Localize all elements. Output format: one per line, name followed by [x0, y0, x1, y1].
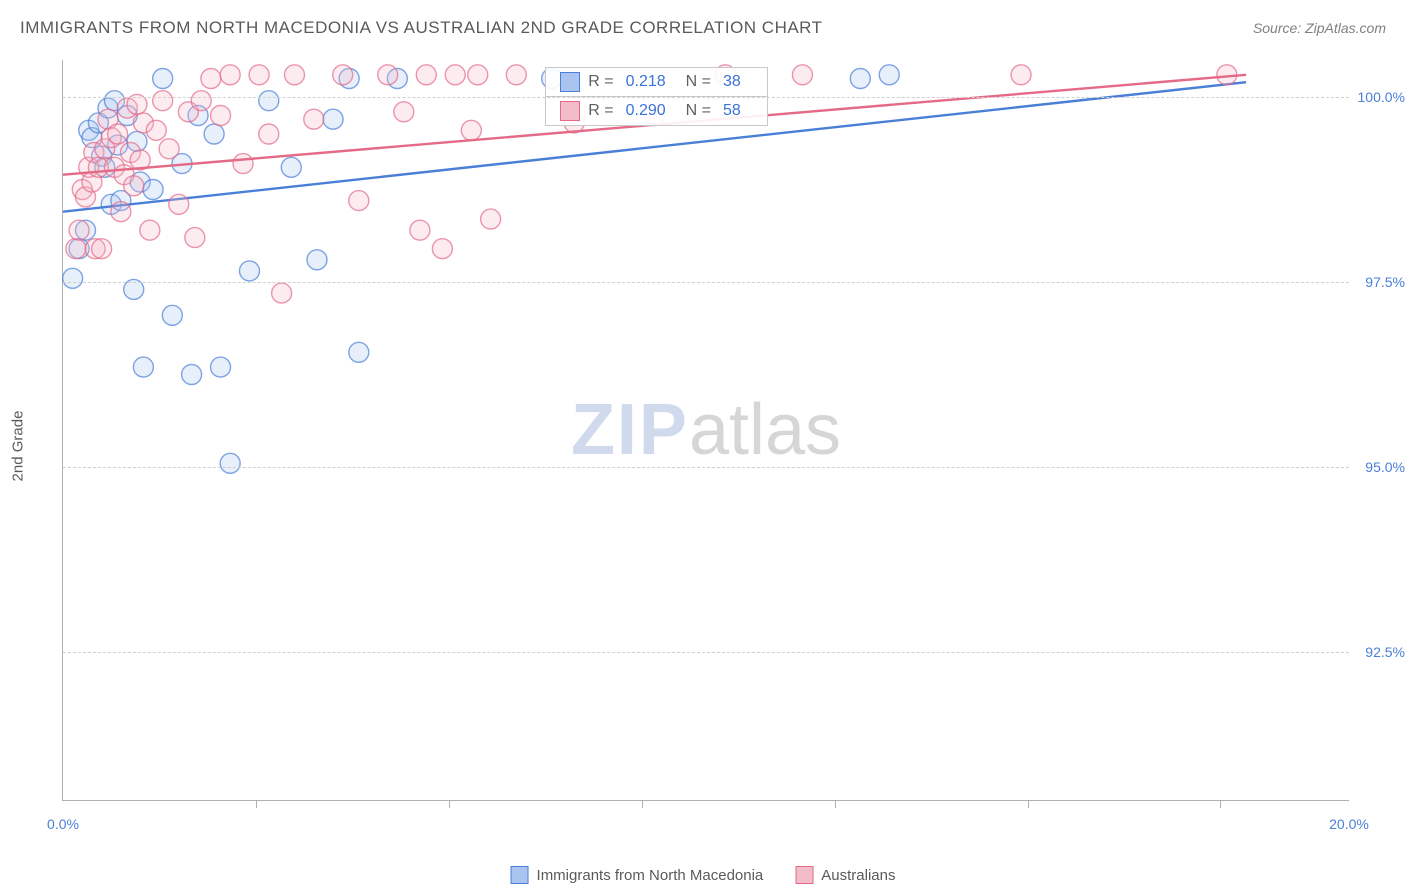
legend-bottom: Immigrants from North Macedonia Australia…	[511, 866, 896, 884]
x-tick-label: 20.0%	[1329, 816, 1369, 832]
data-point	[304, 109, 324, 129]
data-point	[461, 120, 481, 140]
data-point	[307, 250, 327, 270]
data-point	[140, 220, 160, 240]
data-point	[211, 357, 231, 377]
data-point	[1011, 65, 1031, 85]
data-point	[108, 124, 128, 144]
data-point	[220, 65, 240, 85]
plot-area: ZIPatlas R =0.218N =38R =0.290N =58 92.5…	[62, 60, 1349, 801]
data-point	[146, 120, 166, 140]
grid-line	[63, 652, 1349, 653]
data-point	[111, 202, 131, 222]
r-value: 0.218	[626, 73, 666, 91]
legend-swatch-icon	[795, 866, 813, 884]
legend-swatch-icon	[511, 866, 529, 884]
data-point	[349, 191, 369, 211]
chart-svg	[63, 60, 1349, 800]
legend-item: Immigrants from North Macedonia	[511, 866, 764, 884]
r-label: R =	[588, 73, 613, 91]
y-tick-label: 97.5%	[1355, 274, 1405, 290]
n-value: 38	[723, 73, 741, 91]
r-value: 0.290	[626, 102, 666, 120]
data-point	[272, 283, 292, 303]
data-point	[63, 268, 83, 288]
x-tick	[835, 800, 836, 808]
data-point	[249, 65, 269, 85]
legend-label: Australians	[821, 867, 895, 884]
n-label: N =	[686, 102, 711, 120]
data-point	[69, 220, 89, 240]
data-point	[410, 220, 430, 240]
grid-line	[63, 282, 1349, 283]
data-point	[185, 228, 205, 248]
data-point	[349, 342, 369, 362]
x-tick	[256, 800, 257, 808]
data-point	[850, 69, 870, 89]
grid-line	[63, 97, 1349, 98]
legend-swatch-icon	[560, 101, 580, 121]
data-point	[92, 239, 112, 259]
data-point	[133, 357, 153, 377]
data-point	[211, 106, 231, 126]
r-label: R =	[588, 102, 613, 120]
data-point	[169, 194, 189, 214]
data-point	[445, 65, 465, 85]
data-point	[201, 69, 221, 89]
data-point	[220, 453, 240, 473]
data-point	[182, 365, 202, 385]
data-point	[162, 305, 182, 325]
grid-line	[63, 467, 1349, 468]
data-point	[394, 102, 414, 122]
data-point	[259, 124, 279, 144]
data-point	[432, 239, 452, 259]
x-tick	[449, 800, 450, 808]
source-label: Source: ZipAtlas.com	[1253, 20, 1386, 36]
correlation-row: R = 0.218 N = 38	[546, 68, 767, 96]
data-point	[481, 209, 501, 229]
x-tick	[1220, 800, 1221, 808]
y-tick-label: 100.0%	[1355, 89, 1405, 105]
correlation-row: R = 0.290 N = 58	[546, 96, 767, 125]
data-point	[416, 65, 436, 85]
data-point	[506, 65, 526, 85]
y-tick-label: 92.5%	[1355, 644, 1405, 660]
data-point	[191, 91, 211, 111]
data-point	[143, 180, 163, 200]
data-point	[323, 109, 343, 129]
data-point	[159, 139, 179, 159]
data-point	[124, 176, 144, 196]
y-tick-label: 95.0%	[1355, 459, 1405, 475]
x-tick	[1028, 800, 1029, 808]
data-point	[333, 65, 353, 85]
n-label: N =	[686, 73, 711, 91]
data-point	[233, 154, 253, 174]
data-point	[792, 65, 812, 85]
chart-title: IMMIGRANTS FROM NORTH MACEDONIA VS AUSTR…	[20, 18, 823, 38]
x-tick	[642, 800, 643, 808]
data-point	[153, 91, 173, 111]
x-tick-label: 0.0%	[47, 816, 79, 832]
data-point	[204, 124, 224, 144]
data-point	[66, 239, 86, 259]
title-bar: IMMIGRANTS FROM NORTH MACEDONIA VS AUSTR…	[20, 18, 1386, 38]
data-point	[378, 65, 398, 85]
data-point	[879, 65, 899, 85]
legend-label: Immigrants from North Macedonia	[537, 867, 764, 884]
data-point	[284, 65, 304, 85]
n-value: 58	[723, 102, 741, 120]
data-point	[281, 157, 301, 177]
data-point	[259, 91, 279, 111]
data-point	[239, 261, 259, 281]
legend-item: Australians	[795, 866, 895, 884]
legend-swatch-icon	[560, 72, 580, 92]
y-axis-label: 2nd Grade	[10, 411, 27, 482]
data-point	[153, 69, 173, 89]
data-point	[468, 65, 488, 85]
